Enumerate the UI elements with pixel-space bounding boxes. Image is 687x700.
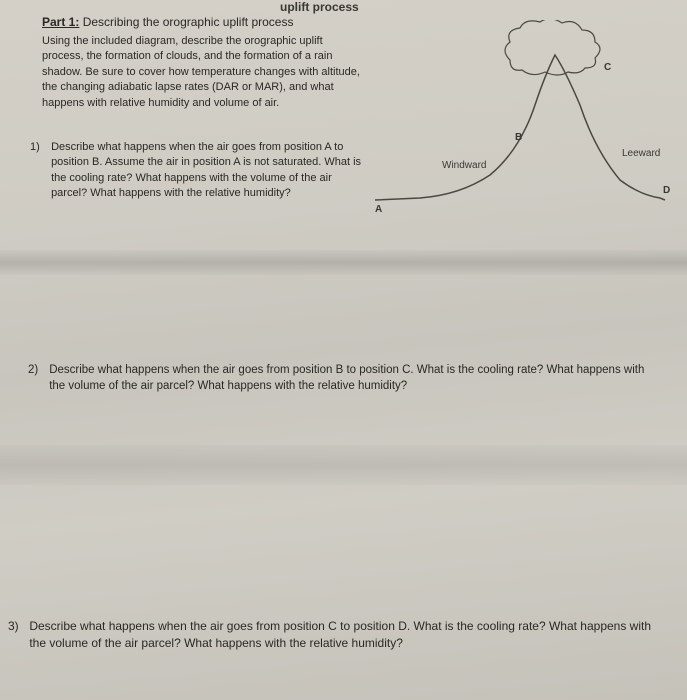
question-1: 1) Describe what happens when the air go… (30, 140, 370, 202)
q1-number: 1) (30, 140, 48, 155)
q2-text: Describe what happens when the air goes … (49, 362, 649, 394)
q1-text: Describe what happens when the air goes … (51, 140, 361, 202)
label-windward: Windward (442, 160, 486, 171)
paper-crease (0, 445, 687, 485)
label-leeward: Leeward (622, 148, 660, 159)
part-text: Describing the orographic uplift process (83, 15, 294, 29)
paper-crease (0, 250, 687, 275)
q2-number: 2) (28, 362, 46, 378)
label-a: A (375, 204, 382, 215)
header-fragment: uplift process (280, 0, 359, 14)
q3-number: 3) (8, 618, 26, 635)
part-label: Part 1: (42, 15, 79, 29)
question-3: 3) Describe what happens when the air go… (8, 618, 668, 652)
orographic-diagram: A B C D Windward Leeward (370, 20, 670, 220)
worksheet-page: uplift process Part 1: Describing the or… (0, 0, 687, 700)
mountain-outline (375, 55, 665, 200)
q3-text: Describe what happens when the air goes … (29, 618, 659, 652)
part-title: Part 1: Describing the orographic uplift… (42, 15, 293, 29)
label-c: C (604, 62, 611, 73)
label-d: D (663, 185, 670, 196)
label-b: B (515, 132, 522, 143)
cloud-outline (505, 20, 600, 75)
intro-paragraph: Using the included diagram, describe the… (42, 34, 362, 111)
question-2: 2) Describe what happens when the air go… (28, 362, 658, 394)
mountain-svg (370, 20, 670, 220)
